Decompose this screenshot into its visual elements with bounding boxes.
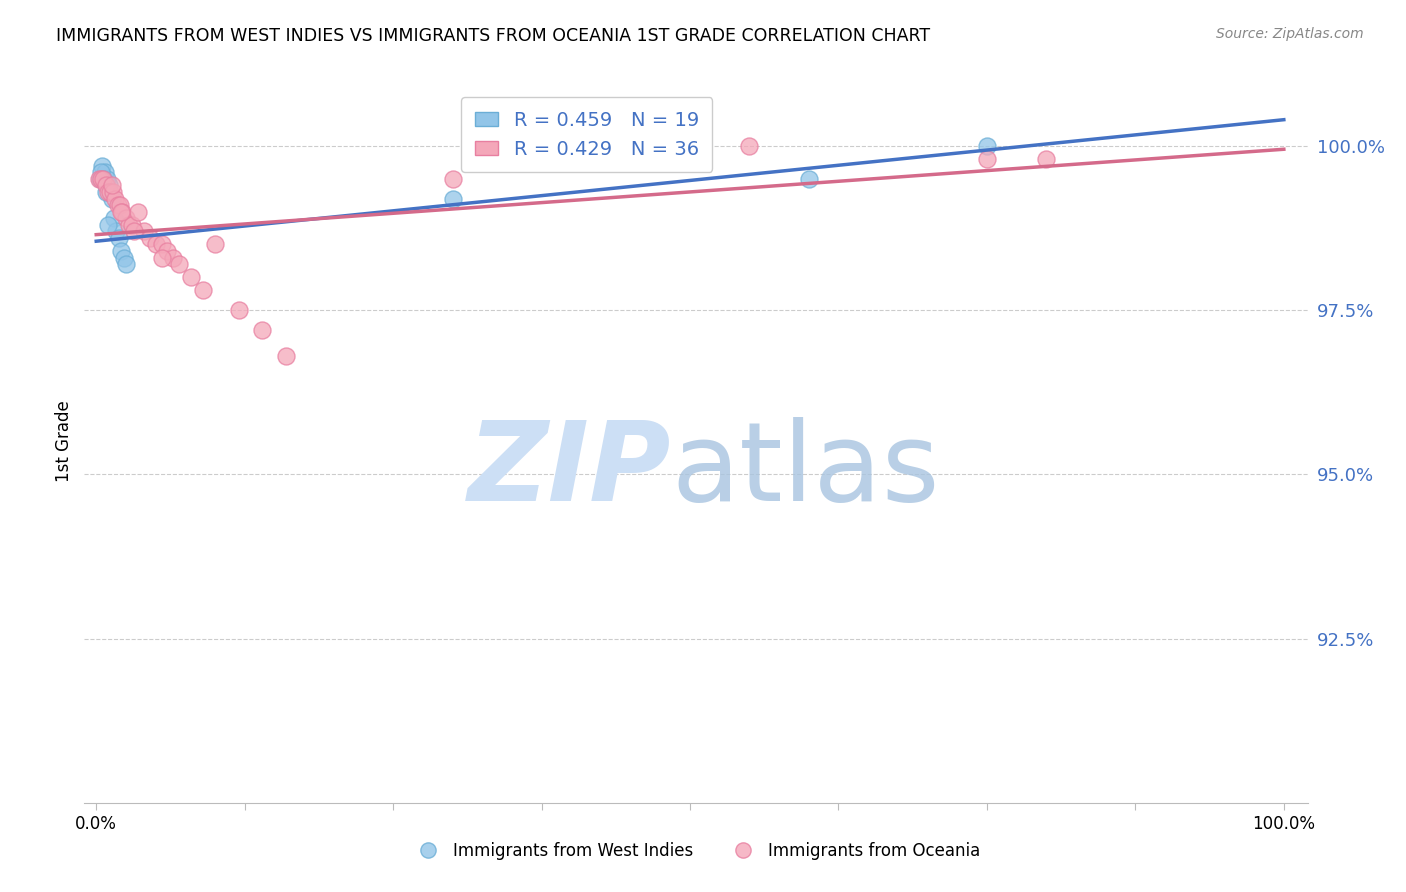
Point [145,237,167,252]
Point [90,171,112,186]
Point [156,244,179,258]
Point [162,251,184,265]
Point [252,323,274,337]
Point [111,204,134,219]
Point [91,159,114,173]
Point [104,192,127,206]
Point [115,211,138,226]
Y-axis label: 1st Grade: 1st Grade [55,401,73,483]
Text: ZIP: ZIP [468,417,672,524]
Point [115,257,138,271]
Point [797,171,820,186]
Legend: Immigrants from West Indies, Immigrants from Oceania: Immigrants from West Indies, Immigrants … [405,836,987,867]
Point [93,171,115,186]
Point [96,171,118,186]
Point [204,237,226,252]
Point [127,204,149,219]
Point [441,192,464,206]
Point [97,185,120,199]
Point [87,171,110,186]
Point [112,251,135,265]
Point [108,198,131,212]
Point [976,152,998,166]
Point [107,231,129,245]
Point [132,224,155,238]
Point [107,198,129,212]
Point [103,211,125,226]
Point [180,270,202,285]
Point [98,178,121,193]
Point [94,178,117,193]
Point [101,185,124,199]
Text: IMMIGRANTS FROM WEST INDIES VS IMMIGRANTS FROM OCEANIA 1ST GRADE CORRELATION CHA: IMMIGRANTS FROM WEST INDIES VS IMMIGRANT… [56,27,931,45]
Point [100,178,122,193]
Point [105,224,128,238]
Text: atlas: atlas [672,417,941,524]
Point [93,171,115,186]
Point [100,192,122,206]
Point [1035,152,1057,166]
Point [169,257,191,271]
Point [138,231,160,245]
Point [89,171,111,186]
Point [93,165,115,179]
Point [90,165,112,179]
Point [97,218,120,232]
Point [228,303,250,318]
Point [110,204,132,219]
Point [150,237,173,252]
Point [110,244,132,258]
Text: Source: ZipAtlas.com: Source: ZipAtlas.com [1216,27,1364,41]
Point [150,251,173,265]
Point [276,349,298,363]
Point [100,185,122,199]
Point [738,139,761,153]
Point [118,218,141,232]
Point [191,284,214,298]
Point [94,185,117,199]
Point [976,139,998,153]
Point [441,171,464,186]
Point [122,224,145,238]
Point [121,218,143,232]
